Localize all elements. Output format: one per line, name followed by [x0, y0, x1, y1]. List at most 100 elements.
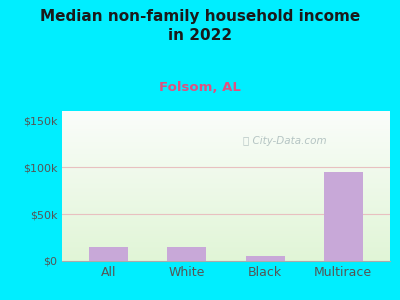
Bar	[62, 227, 390, 228]
Bar	[62, 199, 390, 200]
Bar	[62, 131, 390, 132]
Bar	[62, 200, 390, 201]
Bar	[62, 136, 390, 137]
Bar	[62, 180, 390, 181]
Bar	[62, 130, 390, 131]
Bar	[62, 152, 390, 153]
Bar	[62, 222, 390, 223]
Bar	[62, 218, 390, 219]
Bar	[62, 233, 390, 234]
Bar	[62, 168, 390, 169]
Bar	[62, 196, 390, 197]
Bar	[62, 165, 390, 166]
Bar	[62, 258, 390, 259]
Bar	[62, 157, 390, 158]
Bar	[62, 149, 390, 150]
Bar	[62, 167, 390, 168]
Bar	[62, 148, 390, 149]
Bar	[62, 223, 390, 224]
Bar	[89, 247, 128, 261]
Bar	[62, 188, 390, 189]
Text: Folsom, AL: Folsom, AL	[159, 81, 241, 94]
Bar	[62, 203, 390, 204]
Bar	[62, 123, 390, 124]
Bar	[62, 219, 390, 220]
Bar	[62, 114, 390, 115]
Bar	[62, 207, 390, 208]
Bar	[62, 158, 390, 159]
Bar	[62, 140, 390, 141]
Bar	[62, 171, 390, 172]
Bar	[62, 119, 390, 120]
Bar	[62, 249, 390, 250]
Bar	[62, 236, 390, 237]
Bar	[62, 204, 390, 205]
Bar	[168, 247, 206, 261]
Bar	[246, 256, 284, 261]
Bar	[62, 192, 390, 193]
Bar	[62, 129, 390, 130]
Bar	[62, 156, 390, 157]
Bar	[62, 253, 390, 254]
Bar	[62, 214, 390, 215]
Bar	[62, 117, 390, 118]
Bar	[62, 145, 390, 146]
Bar	[62, 210, 390, 211]
Bar	[62, 132, 390, 133]
Bar	[62, 175, 390, 176]
Bar	[62, 113, 390, 114]
Bar	[62, 125, 390, 126]
Bar	[62, 133, 390, 134]
Bar	[62, 124, 390, 125]
Bar	[62, 184, 390, 185]
Bar	[62, 183, 390, 184]
Bar	[62, 211, 390, 212]
Bar	[62, 201, 390, 202]
Bar	[62, 112, 390, 113]
Bar	[62, 215, 390, 216]
Bar	[62, 220, 390, 221]
Bar	[62, 221, 390, 222]
Bar	[62, 166, 390, 167]
Bar	[62, 176, 390, 177]
Bar	[62, 232, 390, 233]
Bar	[62, 126, 390, 127]
Bar	[62, 208, 390, 209]
Bar	[62, 137, 390, 138]
Bar	[62, 190, 390, 191]
Bar	[62, 181, 390, 182]
Bar	[62, 209, 390, 210]
Bar	[62, 159, 390, 160]
Bar	[62, 225, 390, 226]
Bar	[62, 206, 390, 207]
Bar	[62, 139, 390, 140]
Bar	[62, 120, 390, 121]
Bar	[62, 250, 390, 251]
Bar	[62, 230, 390, 231]
Bar	[62, 128, 390, 129]
Bar	[62, 217, 390, 218]
Bar	[62, 173, 390, 174]
Bar	[62, 153, 390, 154]
Bar	[62, 146, 390, 147]
Bar	[62, 115, 390, 116]
Bar	[62, 161, 390, 162]
Bar	[62, 198, 390, 199]
Bar	[62, 237, 390, 238]
Bar	[62, 151, 390, 152]
Bar	[62, 197, 390, 198]
Bar	[62, 154, 390, 155]
Bar	[62, 248, 390, 249]
Bar	[62, 224, 390, 225]
Bar	[62, 134, 390, 135]
Bar	[62, 189, 390, 190]
Bar	[62, 178, 390, 179]
Bar	[62, 143, 390, 144]
Bar	[62, 174, 390, 175]
Bar	[62, 231, 390, 232]
Bar	[62, 186, 390, 187]
Bar	[62, 255, 390, 256]
Bar	[62, 205, 390, 206]
Bar	[62, 170, 390, 171]
Bar	[62, 228, 390, 229]
